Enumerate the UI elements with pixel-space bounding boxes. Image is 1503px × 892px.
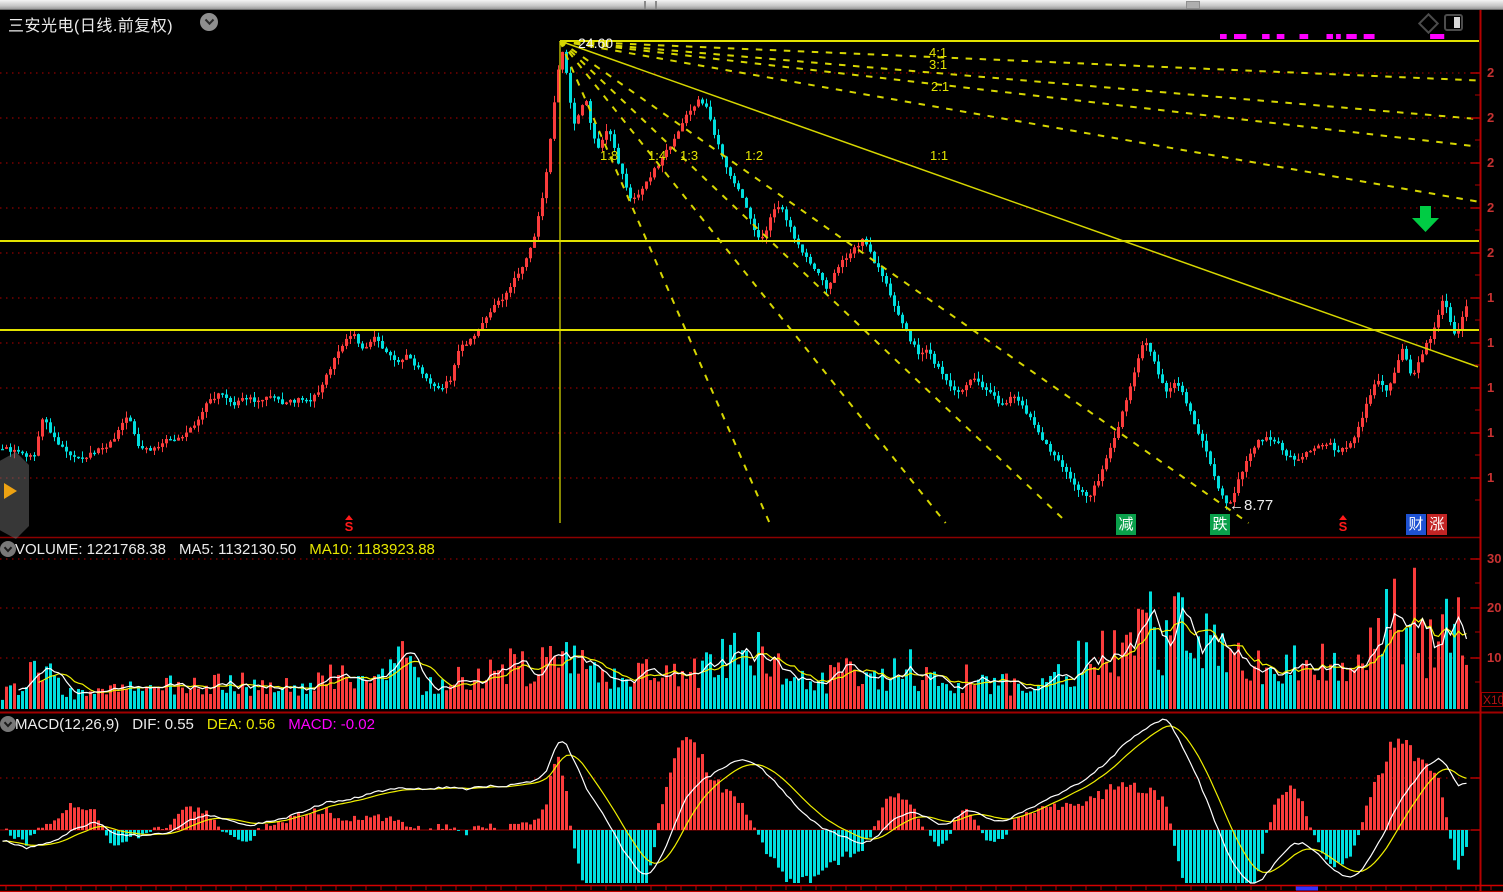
volume-unit-label: X10	[1481, 692, 1503, 707]
volume-header: VOLUME: 1221768.38 MA5: 1132130.50 MA10:…	[0, 539, 435, 559]
volume-value: VOLUME: 1221768.38	[15, 540, 166, 558]
gann-ratio-label: 1:8	[600, 148, 619, 163]
toolbar-handle	[1186, 1, 1200, 9]
triangle-up-icon	[345, 515, 353, 520]
price-axis-label: 2	[1487, 200, 1495, 215]
macd-dea-value: DEA: 0.56	[206, 715, 276, 733]
title-dropdown-button[interactable]	[200, 13, 218, 31]
macd-name: MACD(12,26,9)	[15, 715, 120, 733]
gridlines	[0, 72, 1503, 831]
gann-fan	[0, 40, 1479, 524]
price-axis-label: 1	[1487, 290, 1495, 305]
volume-axis-label: 10	[1487, 650, 1502, 665]
event-badge: 跌	[1210, 514, 1230, 535]
panel-layout-fill	[1454, 17, 1460, 28]
gann-apex-price-label: 24.60	[578, 35, 614, 51]
event-markers	[1220, 34, 1445, 39]
volume-bars	[1, 567, 1468, 709]
symbol-title: 三安光电(日线.前复权)	[8, 18, 174, 35]
sell-signal-arrow-icon	[1412, 206, 1439, 232]
low-price-label: ←8.77	[1229, 497, 1274, 514]
toolbar-divider	[644, 1, 657, 9]
event-badge: 涨	[1427, 514, 1447, 535]
chevron-down-icon	[3, 721, 13, 727]
macd-dif-value: DIF: 0.55	[132, 715, 194, 733]
price-axis-label: 2	[1487, 65, 1495, 80]
volume-axis-label: 30	[1487, 551, 1502, 566]
price-axis-label: 2	[1487, 110, 1495, 125]
price-axis	[0, 10, 1503, 892]
gann-ratio-label: 2:1	[931, 79, 950, 94]
macd-histogram	[5, 737, 1468, 883]
chevron-down-icon	[204, 18, 214, 26]
event-badge: 减	[1116, 514, 1136, 535]
price-axis-label: 2	[1487, 245, 1495, 260]
gann-ratio-label: 4:1	[929, 45, 948, 60]
window-top-edge	[0, 0, 1503, 10]
volume-axis-label: 20	[1487, 600, 1502, 615]
macd-hist-value: MACD: -0.02	[288, 715, 375, 733]
left-scroll-tab[interactable]	[0, 452, 29, 539]
price-axis-label: 2	[1487, 155, 1495, 170]
ex-dividend-marker: S	[343, 515, 355, 533]
price-axis-label: 1	[1487, 425, 1495, 440]
chart-title-bar: 三安光电(日线.前复权)	[0, 10, 1503, 35]
price-axis-label: 1	[1487, 470, 1495, 485]
gann-ratio-label: 1:1	[930, 148, 949, 163]
gann-ratio-label: 1:2	[745, 148, 764, 163]
gann-ratio-label: 3:1	[929, 57, 948, 72]
event-badge: 财	[1406, 514, 1426, 535]
panel-layout-icon[interactable]	[1444, 14, 1463, 31]
price-axis-label: 1	[1487, 380, 1495, 395]
gann-ratio-label: 1:3	[680, 148, 699, 163]
volume-collapse-button[interactable]	[0, 541, 16, 557]
volume-ma5-value: MA5: 1132130.50	[178, 540, 297, 558]
gann-ratio-label: 1:4	[648, 148, 667, 163]
triangle-up-icon	[1339, 515, 1347, 520]
price-axis-label: 1	[1487, 335, 1495, 350]
ex-dividend-marker: S	[1337, 515, 1349, 533]
volume-ma10-value: MA10: 1183923.88	[309, 540, 435, 558]
macd-header: MACD(12,26,9) DIF: 0.55 DEA: 0.56 MACD: …	[0, 714, 375, 734]
scroll-right-arrow-icon	[4, 483, 17, 499]
macd-collapse-button[interactable]	[0, 716, 16, 732]
chevron-down-icon	[3, 546, 13, 552]
candles	[1, 49, 1468, 510]
